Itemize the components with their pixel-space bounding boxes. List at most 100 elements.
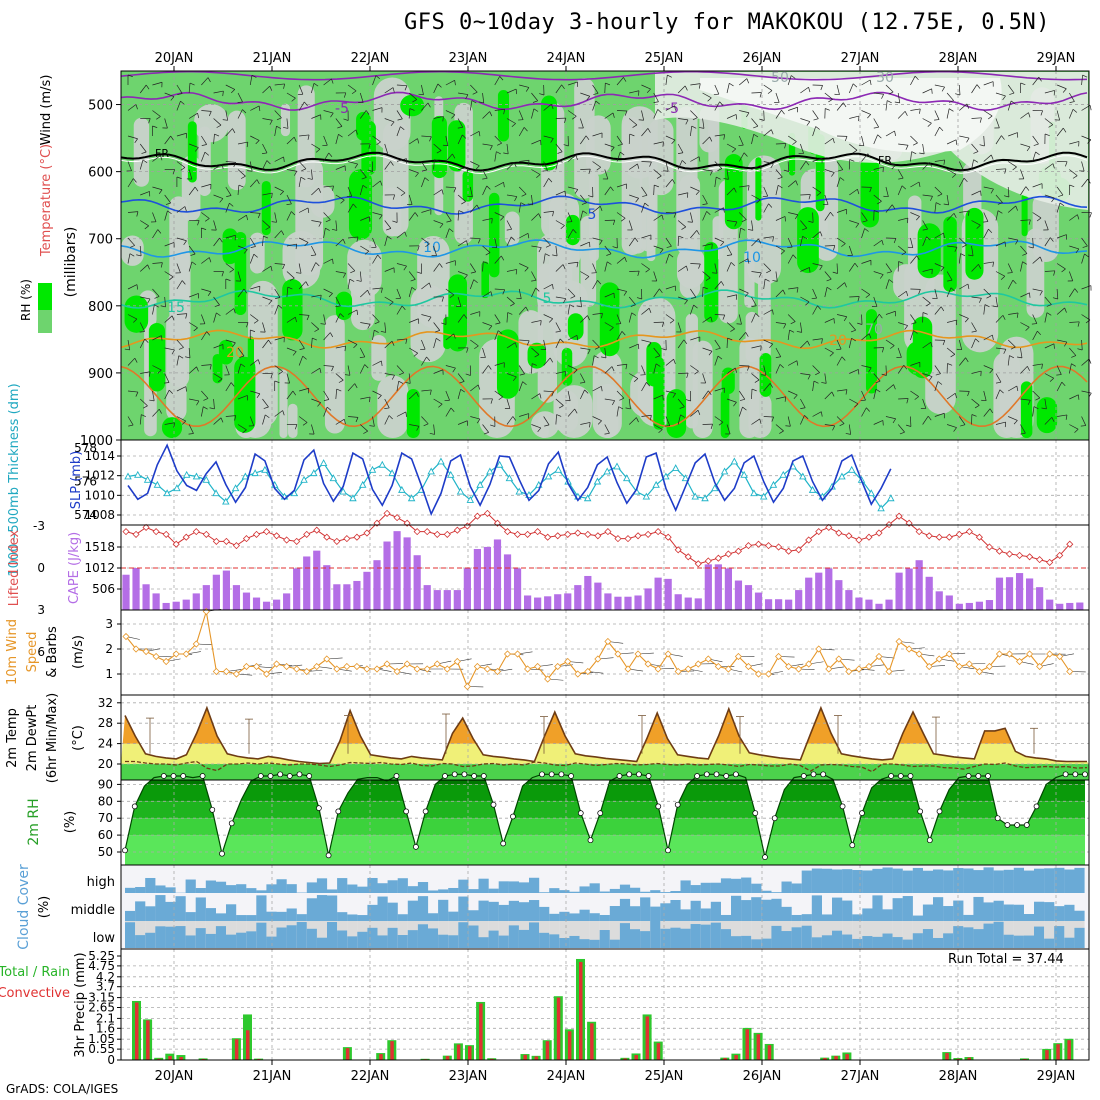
li-point (202, 530, 210, 538)
wind-barb-tick (465, 373, 471, 376)
wind-barb (763, 279, 766, 290)
wind-barb-tick (540, 320, 542, 326)
wind-barb-tick (413, 352, 418, 357)
wind-barb (934, 263, 945, 268)
wind-barb (506, 342, 516, 349)
wind-barb-tick (637, 163, 640, 169)
wind-barb (347, 279, 351, 290)
wind-barb-tick (746, 78, 750, 84)
wind-barb-tick (209, 407, 215, 410)
wind-barb-tick (746, 112, 750, 118)
wind-barb-tick (973, 151, 979, 154)
wind-barb (849, 296, 860, 298)
wind-barb-tick (234, 415, 237, 421)
li-point (353, 533, 361, 541)
cloud-high-cell (468, 889, 479, 893)
cloud-low-cell (1023, 935, 1035, 948)
wind-barb (421, 161, 428, 171)
wind-barb (225, 263, 234, 270)
wind-barb (751, 165, 761, 170)
wind-barb-tick (129, 245, 135, 248)
wind-barb-tick (1053, 343, 1055, 349)
wind-barb (531, 363, 533, 374)
wind-barb-tick (466, 240, 469, 246)
wind-barb-tick (1016, 312, 1019, 318)
wind-barb-tick (702, 286, 708, 290)
wind-barb-tick (532, 100, 538, 103)
wind-barb-tick (760, 374, 766, 376)
wind-barb-tick (569, 304, 575, 308)
wind-barb-tick (882, 347, 885, 353)
rh-point (471, 773, 477, 779)
wind-barb (873, 118, 880, 128)
wind-barb-tick (410, 279, 416, 282)
wind-barb-tick (165, 202, 171, 205)
wind-barb (152, 81, 163, 86)
wind-barb (482, 143, 493, 146)
precip-convective-bar (823, 1058, 827, 1060)
wind-barb-tick (815, 126, 820, 130)
wind-barb-tick (610, 147, 615, 152)
wind-barb (946, 392, 956, 400)
wind-barb (188, 347, 191, 358)
ylabel-millibars: (millibars) (63, 227, 79, 298)
cape-bar (714, 564, 722, 610)
li-point (162, 530, 170, 538)
wind-barb (677, 414, 681, 425)
wind-barb (225, 110, 229, 121)
cloud-middle-cell (458, 896, 469, 921)
cape-bar (463, 568, 471, 610)
wind-barb (1044, 296, 1052, 305)
cloud-low-cell (569, 935, 580, 948)
cloud-low-cell (872, 936, 883, 948)
bottom-xtick-label: 23JAN (449, 1069, 488, 1084)
wind-barb (311, 262, 317, 272)
wind-barb-tick (926, 236, 931, 241)
wind-barb-tick (503, 109, 506, 115)
cloud-high-cell (993, 870, 1004, 893)
wind-barb (458, 92, 469, 95)
wind-barb-tick (377, 254, 382, 259)
wind-barb-tick (625, 407, 631, 410)
wind-barb-tick (552, 284, 554, 290)
wind-barb (763, 365, 767, 376)
rh-point (1014, 822, 1020, 828)
wind-barb (910, 361, 920, 366)
wind-barb (311, 245, 317, 256)
wind-barb (470, 130, 480, 137)
wind-barb-tick (364, 250, 370, 255)
wind-barb (983, 334, 993, 341)
wind-barb-tick (178, 347, 184, 350)
wind-barb-tick (405, 381, 411, 384)
rh-dry-patch (249, 232, 265, 274)
wind-barb-tick (928, 376, 933, 381)
cloud-label-low: low (93, 931, 116, 946)
wind-barb (127, 237, 135, 246)
wind-barb-tick (692, 117, 698, 121)
cloud-low-bg (1023, 921, 1035, 948)
contour-label: 20 (829, 333, 847, 349)
wind-barb (237, 347, 245, 357)
wind-barb (959, 357, 966, 366)
wind-barb (298, 84, 304, 95)
wind-barb (653, 424, 663, 430)
rh-point (849, 842, 856, 849)
thickness-point (446, 470, 455, 478)
wind-barb-tick (499, 76, 504, 81)
wind-barb (983, 81, 994, 86)
wind-barb-tick (286, 203, 292, 205)
wind-barb (531, 213, 539, 221)
wind-barb (628, 133, 631, 145)
wind-barb-tick (527, 203, 533, 206)
wind-barb (1032, 406, 1035, 417)
wind-barb-tick (1064, 341, 1068, 347)
cloud-low-bg (1013, 921, 1024, 948)
wind-barb (298, 177, 302, 188)
wind-barb-tick (610, 186, 614, 192)
wind-barb (788, 212, 798, 216)
wind-barb (1032, 135, 1039, 145)
wind-barb-tick (171, 315, 175, 321)
wind-barb (800, 86, 809, 94)
wind-barb-tick (866, 407, 870, 412)
wind-barb-tick (510, 236, 516, 241)
